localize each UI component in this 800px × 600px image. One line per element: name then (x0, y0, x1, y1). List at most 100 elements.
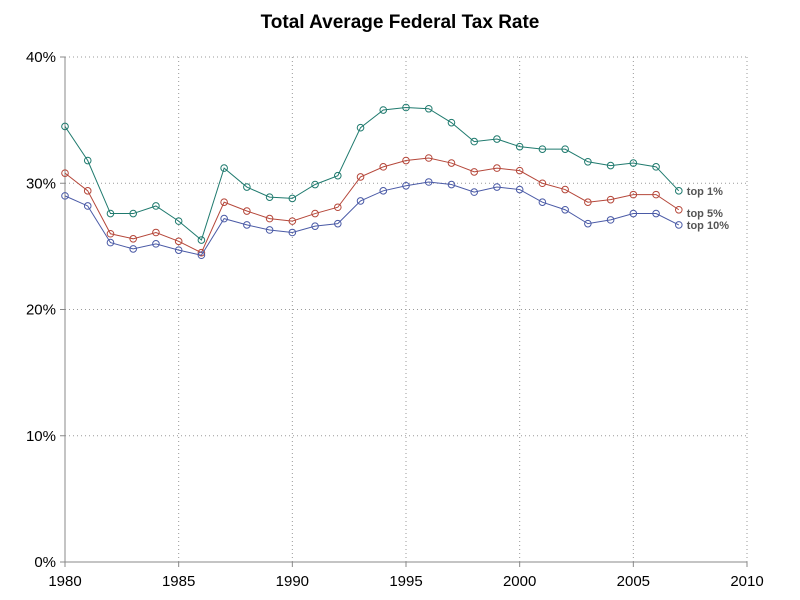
data-point (538, 145, 547, 153)
data-point (652, 190, 660, 199)
data-point (197, 248, 206, 257)
data-point (197, 236, 206, 244)
data-point (561, 205, 569, 214)
data-point (424, 154, 433, 162)
series-top-1 (61, 103, 683, 244)
data-point (424, 104, 433, 113)
series-line (64, 181, 680, 256)
data-point (493, 164, 501, 172)
data-point (606, 161, 615, 170)
data-point (629, 190, 638, 199)
data-point (83, 156, 92, 165)
series-group (61, 103, 683, 260)
data-point (220, 164, 228, 172)
data-point (561, 145, 569, 153)
axes: 1980 1985 1990 1995 2000 2005 2010 0% 10% 20% 30% 4… (26, 49, 764, 590)
data-point (606, 216, 615, 224)
series-label: top 1% (687, 186, 723, 198)
data-point (652, 209, 660, 218)
data-point (470, 188, 479, 196)
data-point (83, 202, 92, 210)
data-point (629, 209, 638, 218)
data-point (129, 235, 137, 243)
data-point (538, 198, 547, 206)
data-point (561, 185, 569, 194)
data-point (311, 209, 319, 218)
grid (65, 56, 748, 562)
x-tick-label: 1995 (389, 573, 422, 590)
data-point (334, 203, 342, 212)
data-point (356, 173, 365, 181)
data-point (447, 118, 456, 127)
data-point (675, 205, 683, 214)
data-point (288, 217, 297, 225)
data-point (129, 209, 137, 218)
data-point (288, 228, 297, 237)
data-point (152, 240, 160, 248)
data-point (243, 221, 251, 229)
data-point (106, 238, 115, 247)
data-point (61, 169, 69, 177)
data-point (675, 187, 683, 195)
data-point (402, 181, 410, 190)
data-point (356, 123, 365, 132)
data-point (652, 163, 660, 171)
data-point (152, 228, 160, 237)
data-point (606, 195, 615, 204)
data-point (402, 103, 410, 112)
data-point (470, 168, 479, 176)
data-point (379, 163, 388, 171)
chart-title: Total Average Federal Tax Rate (261, 12, 540, 33)
data-point (83, 187, 92, 195)
data-point (174, 246, 183, 254)
data-point (106, 229, 115, 238)
data-point (493, 183, 501, 191)
series-line (64, 106, 680, 241)
data-point (61, 122, 69, 131)
data-point (629, 159, 638, 167)
x-tick-label: 1985 (162, 573, 195, 590)
data-point (379, 106, 388, 114)
data-point (515, 166, 524, 175)
data-point (152, 202, 160, 210)
data-point (174, 217, 183, 225)
data-point (243, 207, 251, 215)
data-point (243, 183, 251, 191)
data-point (129, 245, 137, 253)
data-point (174, 237, 183, 246)
data-point (265, 226, 274, 234)
data-point (379, 187, 388, 195)
data-point (470, 137, 479, 146)
y-tick-label: 20% (26, 302, 56, 319)
data-point (265, 214, 274, 223)
data-point (538, 179, 547, 188)
data-point (584, 198, 592, 206)
data-point (402, 156, 410, 165)
data-point (220, 214, 228, 223)
data-point (447, 159, 456, 167)
data-point (515, 142, 524, 151)
data-point (220, 198, 228, 206)
x-tick-label: 2005 (617, 573, 650, 590)
data-point (584, 157, 592, 166)
x-tick-label: 2010 (730, 573, 763, 590)
y-tick-label: 40% (26, 49, 56, 66)
data-point (265, 193, 274, 201)
x-tick-label: 2000 (503, 573, 536, 590)
x-tick-label: 1980 (48, 573, 81, 590)
data-point (106, 209, 115, 218)
data-point (334, 219, 342, 228)
series-top-5 (61, 154, 683, 257)
data-point (493, 135, 501, 143)
series-labels: top 1% top 5%top 10% (687, 186, 729, 232)
x-tick-label: 1990 (276, 573, 309, 590)
data-point (311, 222, 319, 230)
data-point (675, 221, 683, 229)
data-point (61, 192, 69, 200)
series-label: top 10% (687, 220, 729, 232)
data-point (311, 180, 319, 189)
data-point (447, 180, 456, 189)
data-point (197, 251, 206, 260)
data-point (288, 194, 297, 203)
